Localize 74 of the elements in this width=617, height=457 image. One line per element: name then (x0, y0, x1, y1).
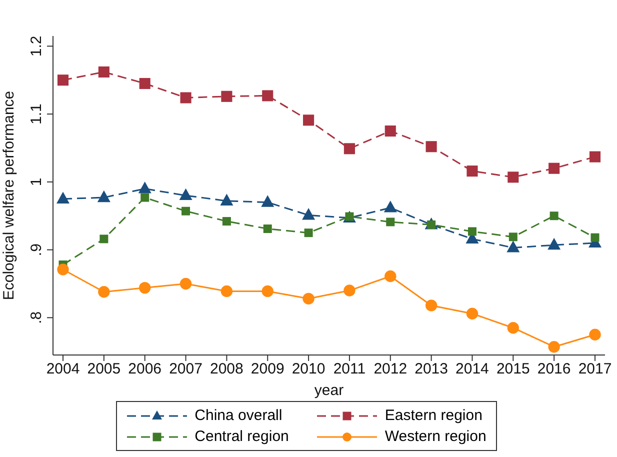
x-tick-label: 2010 (292, 360, 326, 378)
x-tick-label: 2007 (169, 360, 202, 378)
y-tick-label: 1.2 (28, 36, 45, 57)
point (262, 90, 274, 102)
point (548, 238, 561, 250)
x-tick-label: 2005 (87, 360, 121, 378)
legend-label: China overall (194, 407, 282, 424)
point (138, 282, 151, 294)
point (589, 328, 601, 340)
x-tick-label: 2009 (250, 360, 284, 378)
point (56, 192, 70, 204)
y-tick-label: .9 (28, 244, 45, 256)
point (426, 141, 437, 152)
point (508, 172, 519, 183)
point (57, 264, 69, 276)
point (220, 194, 234, 206)
x-tick-label: 2016 (537, 360, 571, 378)
point (180, 278, 192, 290)
point (138, 182, 152, 194)
point (98, 286, 110, 298)
point (302, 208, 316, 220)
legend-label: Eastern region (384, 407, 482, 424)
point (302, 292, 314, 305)
x-tick-label: 2015 (496, 360, 530, 378)
point (384, 200, 397, 212)
point (139, 78, 150, 90)
point (344, 143, 355, 154)
point (548, 341, 560, 353)
x-tick-label: 2008 (210, 360, 244, 378)
point (344, 284, 356, 296)
point (590, 233, 600, 242)
y-tick-label: 1 (28, 178, 45, 186)
y-axis-title: Ecological welfare performance (0, 90, 18, 300)
point (508, 232, 518, 242)
point (506, 240, 520, 252)
x-tick-label: 2011 (333, 360, 366, 378)
point (550, 212, 558, 220)
point (507, 322, 520, 334)
point (466, 308, 478, 320)
point (261, 195, 274, 207)
point (466, 166, 478, 177)
point (304, 228, 313, 238)
point (425, 300, 438, 312)
point (182, 206, 190, 216)
point (180, 92, 192, 104)
legend-label: Western region (384, 428, 486, 445)
y-tick-label: 1.1 (28, 104, 45, 124)
legend-label: Central region (194, 428, 289, 445)
point (57, 74, 69, 86)
x-axis-title: year (314, 382, 344, 399)
x-tick-label: 2014 (456, 360, 489, 378)
point (548, 162, 560, 174)
point (221, 90, 232, 102)
point (262, 285, 274, 298)
point (140, 193, 150, 202)
x-tick-label: 2017 (578, 360, 612, 378)
point (384, 270, 396, 282)
point (98, 66, 110, 78)
point (263, 224, 272, 234)
point (179, 188, 192, 200)
y-tick-label: .8 (28, 311, 45, 324)
point (468, 227, 476, 236)
x-tick-label: 2012 (374, 360, 408, 378)
point (386, 218, 395, 226)
point (303, 114, 314, 126)
point (589, 151, 601, 162)
x-tick-label: 2006 (128, 360, 162, 378)
point (222, 217, 231, 226)
point (384, 125, 396, 137)
point (97, 190, 110, 202)
point (220, 285, 233, 298)
x-tick-label: 2004 (46, 360, 80, 378)
x-tick-label: 2013 (414, 360, 448, 378)
point (100, 234, 108, 244)
